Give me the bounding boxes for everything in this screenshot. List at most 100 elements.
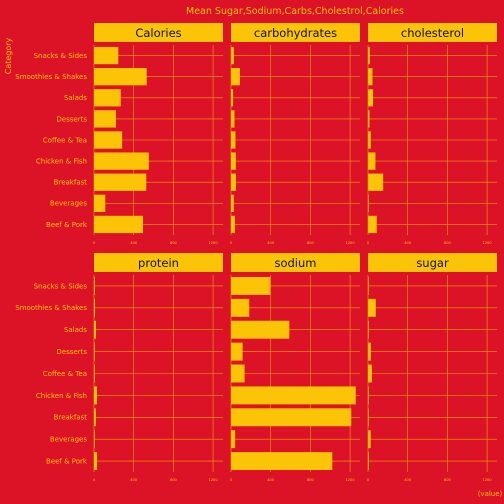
bar-protein — [94, 452, 98, 471]
bar-protein — [94, 408, 96, 427]
bar-calories — [94, 173, 147, 191]
y-tick-label: Chicken & Fish — [36, 392, 87, 400]
bar-calories — [94, 110, 117, 128]
y-tick-label: Beef & Pork — [46, 221, 88, 229]
y-tick-label: Snacks & Sides — [34, 52, 88, 60]
bar-sugar — [368, 298, 376, 317]
bar-sodium — [231, 386, 356, 405]
x-tick-label: 0 — [230, 478, 233, 482]
panel-strip-label-sugar: sugar — [416, 256, 449, 270]
bar-sodium — [231, 408, 352, 427]
x-tick-label: 1200 — [345, 478, 355, 482]
bar-calories — [94, 215, 144, 234]
y-tick-label: Coffee & Tea — [43, 370, 87, 378]
x-tick-label: 400 — [404, 478, 412, 482]
bar-sodium — [231, 298, 250, 317]
y-tick-label: Beef & Pork — [46, 457, 88, 465]
panel-strip-carbohydrates — [231, 23, 360, 42]
bar-cholesterol — [368, 215, 377, 234]
bar-calories — [94, 194, 106, 212]
bar-sugar — [368, 276, 369, 295]
bar-cholesterol — [368, 173, 384, 191]
x-tick-label: 800 — [170, 241, 178, 245]
bar-carbohydrates — [231, 46, 234, 65]
bar-protein — [94, 320, 96, 339]
panel-protein: protein 0 400 800 1200 Snacks & Sides Smoothie… — [15, 253, 223, 482]
x-tick-label: 1200 — [482, 241, 492, 245]
bar-carbohydrates — [231, 173, 236, 191]
bar-protein — [94, 386, 97, 405]
x-tick-label: 1200 — [482, 478, 492, 482]
panel-calories: Calories 0 400 800 1200 Snacks & Sides Smoothi… — [15, 23, 223, 245]
panel-carbohydrates: carbohydrates 0 400 800 1200 — [230, 23, 360, 245]
bar-carbohydrates — [231, 131, 236, 149]
panel-strip-label-cholesterol: cholesterol — [401, 26, 464, 40]
panel-strip-label-carbohydrates: carbohydrates — [254, 26, 337, 40]
x-tick-label: 800 — [307, 241, 315, 245]
bar-carbohydrates — [231, 152, 236, 170]
y-tick-label: Breakfast — [54, 179, 88, 187]
bar-protein — [94, 430, 95, 449]
panel-strip-sodium — [231, 253, 360, 272]
x-tick-label: 800 — [444, 478, 452, 482]
bar-carbohydrates — [231, 89, 234, 107]
x-tick-label: 0 — [230, 241, 233, 245]
bar-calories — [94, 68, 147, 86]
x-tick-label: 400 — [130, 478, 138, 482]
bar-cholesterol — [368, 46, 370, 65]
bar-cholesterol — [368, 110, 370, 128]
y-tick-label: Chicken & Fish — [36, 158, 87, 166]
bar-cholesterol — [368, 152, 376, 170]
y-tick-label: Coffee & Tea — [43, 136, 87, 144]
bar-protein — [94, 342, 95, 361]
bar-sodium — [231, 276, 271, 295]
panel-cholesterol: cholesterol 0 400 800 1200 — [367, 23, 497, 245]
panel-strip-label-protein: protein — [138, 256, 179, 270]
bar-sodium — [231, 342, 243, 361]
x-tick-label: 800 — [444, 241, 452, 245]
x-tick-label: 400 — [267, 241, 275, 245]
panel-strip-cholesterol — [368, 23, 497, 42]
bar-sugar — [368, 386, 369, 405]
y-tick-label: Beverages — [50, 436, 87, 444]
panel-strip-protein — [94, 253, 223, 272]
bar-sodium — [231, 430, 236, 449]
bar-cholesterol — [368, 89, 374, 107]
x-tick-label: 800 — [307, 478, 315, 482]
x-tick-label: 800 — [170, 478, 178, 482]
panel-strip-sugar — [368, 253, 497, 272]
bar-protein — [94, 276, 95, 295]
bar-sugar — [368, 320, 369, 339]
x-tick-label: 1200 — [345, 241, 355, 245]
panels: Calories 0 400 800 1200 Snacks & Sides Smoothi… — [15, 23, 497, 482]
bar-sodium — [231, 320, 290, 339]
chart-title: Mean Sugar,Sodium,Carbs,Cholestrol,Calor… — [186, 6, 404, 17]
bar-sugar — [368, 342, 371, 361]
x-tick-label: 400 — [267, 478, 275, 482]
panel-sodium: sodium 0 400 800 1200 — [230, 253, 360, 482]
bar-sugar — [368, 364, 372, 383]
x-tick-label: 0 — [367, 241, 370, 245]
x-tick-label: 400 — [404, 241, 412, 245]
bar-calories — [94, 89, 121, 107]
bar-protein — [94, 364, 95, 383]
bar-carbohydrates — [231, 110, 235, 128]
y-tick-label: Desserts — [56, 348, 87, 356]
x-tick-label: 0 — [93, 478, 96, 482]
x-tick-label: 1200 — [208, 241, 218, 245]
panel-strip-label-sodium: sodium — [274, 256, 316, 270]
bar-calories — [94, 131, 123, 149]
bar-carbohydrates — [231, 215, 235, 234]
panel-strip-label-calories: Calories — [135, 26, 181, 40]
y-tick-label: Breakfast — [54, 414, 88, 422]
bar-calories — [94, 152, 149, 170]
y-tick-label: Snacks & Sides — [34, 282, 88, 290]
y-tick-label: Beverages — [50, 200, 87, 208]
bar-cholesterol — [368, 131, 371, 149]
x-axis-label: (value) — [478, 490, 503, 498]
bar-calories — [94, 46, 119, 65]
panel-sugar: sugar 0 400 800 1200 — [367, 253, 497, 482]
y-tick-label: Salads — [64, 326, 87, 334]
